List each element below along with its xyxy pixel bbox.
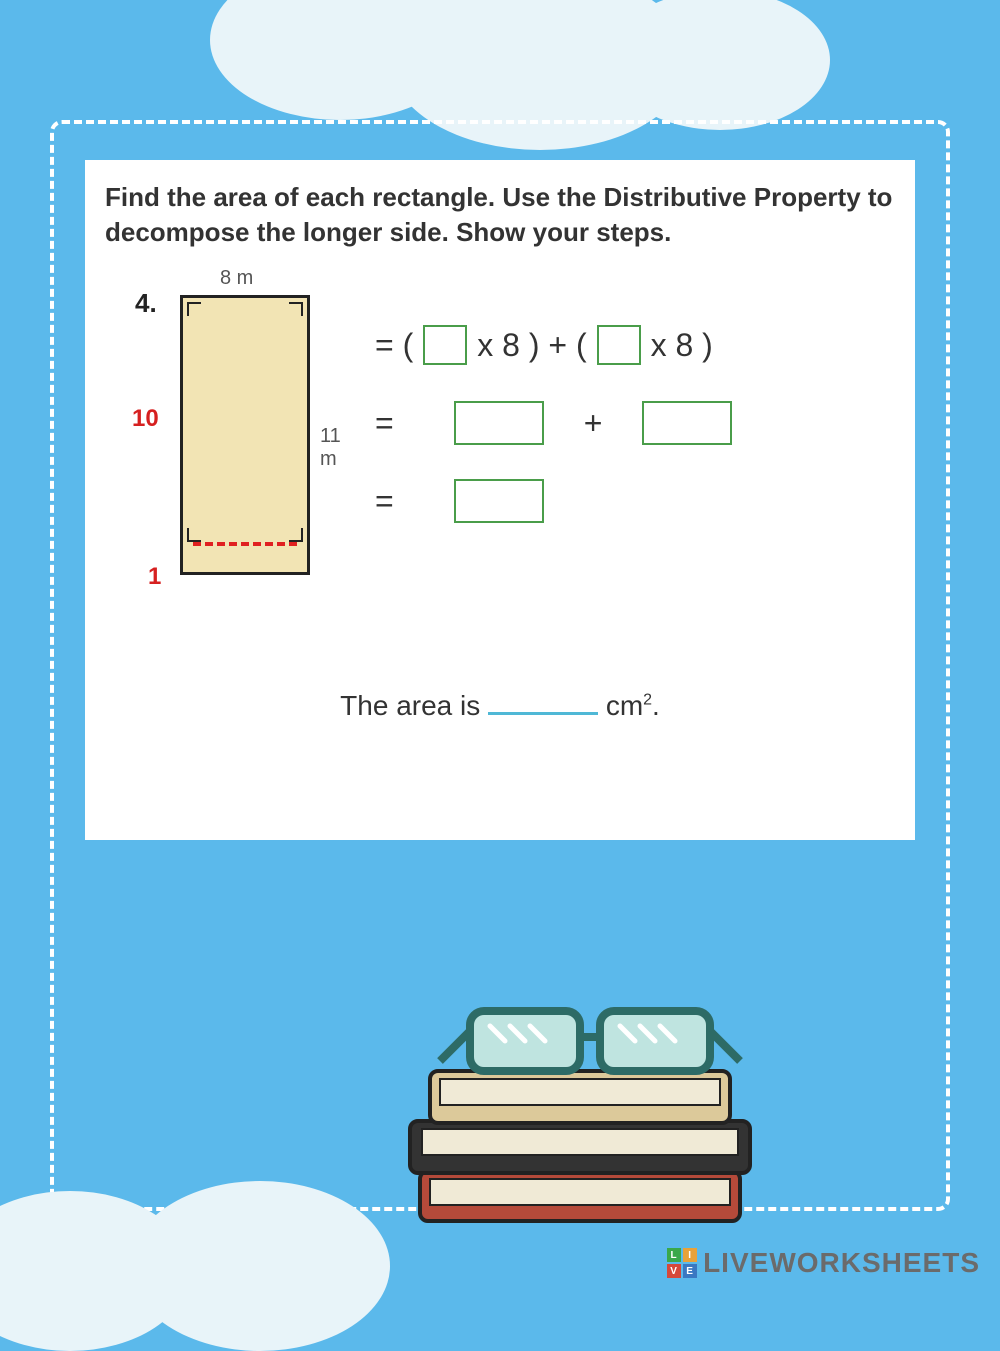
rectangle-diagram: 8 m 10 1 11 m: [180, 295, 340, 595]
eq-text: x 8 ): [651, 327, 713, 364]
answer-unit: cm: [606, 690, 643, 721]
problem-number: 4.: [135, 288, 157, 319]
watermark-text: LIVEWORKSHEETS: [703, 1247, 980, 1279]
equation-row-2: = +: [375, 398, 732, 448]
answer-input-med[interactable]: [454, 479, 544, 523]
answer-sentence: The area is cm2.: [85, 690, 915, 722]
eq-text: = (: [375, 327, 413, 364]
answer-input-small[interactable]: [597, 325, 641, 365]
answer-sup: 2: [643, 692, 652, 709]
equation-row-3: =: [375, 476, 732, 526]
answer-input-small[interactable]: [423, 325, 467, 365]
dimension-right: 11 m: [320, 425, 341, 471]
split-label-top: 10: [132, 405, 159, 433]
watermark-logo-icon: L I V E: [667, 1248, 697, 1278]
worksheet-card: Find the area of each rectangle. Use the…: [85, 160, 915, 840]
answer-prefix: The area is: [340, 690, 480, 721]
answer-input-med[interactable]: [454, 401, 544, 445]
answer-blank[interactable]: [488, 707, 598, 715]
equation-row-1: = ( x 8 ) + ( x 8 ): [375, 320, 732, 370]
problem-area: 4. 8 m 10 1 11 m = ( x 8 ) + ( x 8 ): [85, 260, 915, 680]
cloud-decoration-bottom: [0, 1151, 450, 1351]
rectangle-shape: [180, 295, 310, 575]
right-angle-icon: [289, 528, 303, 542]
watermark: L I V E LIVEWORKSHEETS: [667, 1247, 980, 1279]
answer-suffix: .: [652, 690, 660, 721]
right-angle-icon: [187, 528, 201, 542]
right-angle-icon: [187, 302, 201, 316]
instruction-text: Find the area of each rectangle. Use the…: [85, 160, 915, 260]
right-angle-icon: [289, 302, 303, 316]
dimension-top: 8 m: [220, 267, 253, 290]
eq-text: x 8 ) + (: [477, 327, 586, 364]
split-label-bottom: 1: [148, 563, 161, 591]
eq-text: +: [584, 405, 603, 442]
equation-steps: = ( x 8 ) + ( x 8 ) = + =: [375, 320, 732, 554]
split-line: [193, 542, 297, 546]
eq-text: =: [375, 483, 394, 520]
answer-input-med[interactable]: [642, 401, 732, 445]
eq-text: =: [375, 405, 394, 442]
